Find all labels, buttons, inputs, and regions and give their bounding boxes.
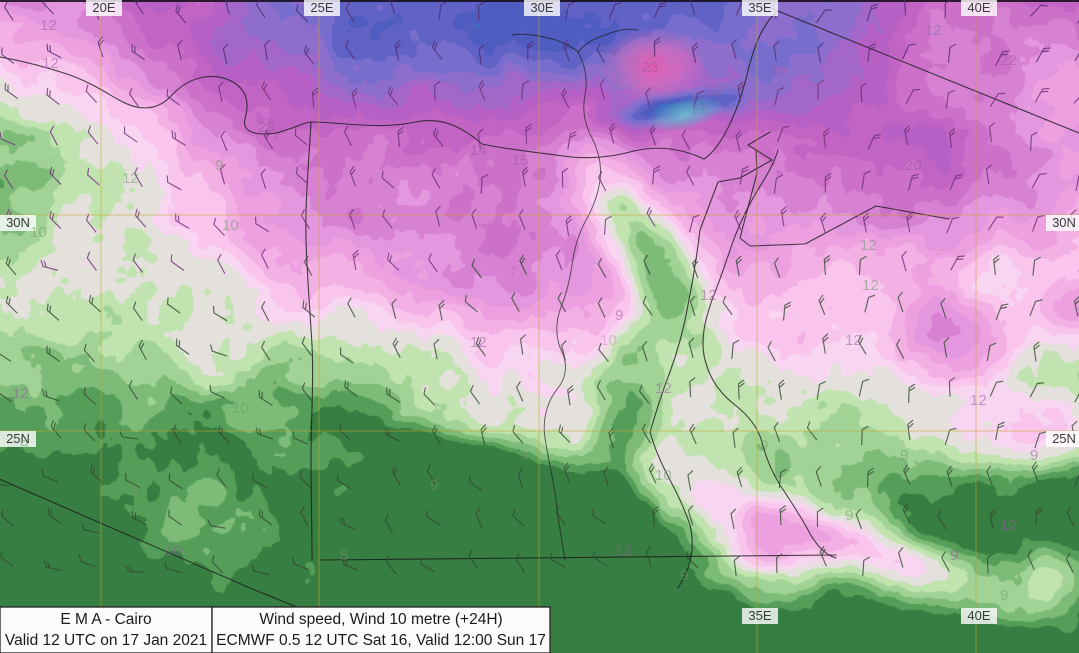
svg-text:10: 10 <box>165 542 182 559</box>
svg-text:12: 12 <box>655 380 672 397</box>
svg-text:24: 24 <box>770 62 787 79</box>
svg-text:Wind speed, Wind 10 metre (+: Wind speed, Wind 10 metre (+24H) <box>259 611 502 628</box>
svg-text:9: 9 <box>845 507 853 524</box>
svg-text:9: 9 <box>1030 447 1038 464</box>
svg-text:35E: 35E <box>748 0 771 15</box>
svg-text:15: 15 <box>512 152 529 169</box>
svg-text:12: 12 <box>122 170 139 187</box>
svg-text:14: 14 <box>470 142 487 159</box>
svg-text:9: 9 <box>130 482 138 499</box>
svg-text:12: 12 <box>862 277 879 294</box>
svg-text:9: 9 <box>680 567 688 584</box>
svg-text:12: 12 <box>42 55 59 72</box>
svg-text:10: 10 <box>655 467 672 484</box>
svg-text:12: 12 <box>470 334 487 351</box>
svg-text:20E: 20E <box>92 0 115 15</box>
svg-text:12: 12 <box>845 332 862 349</box>
svg-text:23: 23 <box>258 119 275 136</box>
svg-text:9: 9 <box>348 449 356 466</box>
svg-text:9: 9 <box>935 242 943 259</box>
svg-text:10: 10 <box>232 400 249 417</box>
svg-text:9: 9 <box>520 447 528 464</box>
svg-text:22: 22 <box>1000 52 1017 69</box>
svg-text:40E: 40E <box>967 608 990 623</box>
svg-text:9: 9 <box>1000 587 1008 604</box>
svg-text:30N: 30N <box>1052 215 1076 230</box>
svg-text:30E: 30E <box>530 0 553 15</box>
svg-text:12: 12 <box>860 237 877 254</box>
svg-text:9: 9 <box>950 547 958 564</box>
svg-text:22: 22 <box>706 82 723 99</box>
svg-text:9: 9 <box>760 437 768 454</box>
svg-text:12: 12 <box>12 385 29 402</box>
svg-text:10: 10 <box>222 217 239 234</box>
svg-text:28: 28 <box>692 101 709 118</box>
svg-text:9: 9 <box>215 157 223 174</box>
svg-text:10: 10 <box>600 332 617 349</box>
svg-text:Valid 12 UTC on 17 Jan 2021: Valid 12 UTC on 17 Jan 2021 <box>5 632 207 649</box>
svg-text:40E: 40E <box>967 0 990 15</box>
svg-text:5: 5 <box>340 547 348 564</box>
svg-text:20: 20 <box>905 157 922 174</box>
svg-text:9: 9 <box>20 437 28 454</box>
svg-text:12: 12 <box>615 542 632 559</box>
svg-text:30N: 30N <box>6 215 30 230</box>
svg-text:10: 10 <box>30 224 47 241</box>
svg-text:9: 9 <box>900 447 908 464</box>
svg-text:E M A - Cairo: E M A - Cairo <box>60 611 151 628</box>
svg-text:9: 9 <box>615 307 623 324</box>
svg-text:23: 23 <box>642 59 659 76</box>
svg-text:35E: 35E <box>748 608 771 623</box>
svg-text:12: 12 <box>970 392 987 409</box>
svg-text:25N: 25N <box>1052 431 1076 446</box>
svg-text:9: 9 <box>430 477 438 494</box>
svg-text:12: 12 <box>925 22 942 39</box>
svg-text:12: 12 <box>1000 517 1017 534</box>
svg-text:12: 12 <box>700 287 717 304</box>
svg-text:ECMWF 0.5 12 UTC Sat 16, Valid: ECMWF 0.5 12 UTC Sat 16, Valid 12:00 Sun… <box>216 632 546 649</box>
svg-text:25E: 25E <box>310 0 333 15</box>
svg-text:12: 12 <box>40 17 57 34</box>
